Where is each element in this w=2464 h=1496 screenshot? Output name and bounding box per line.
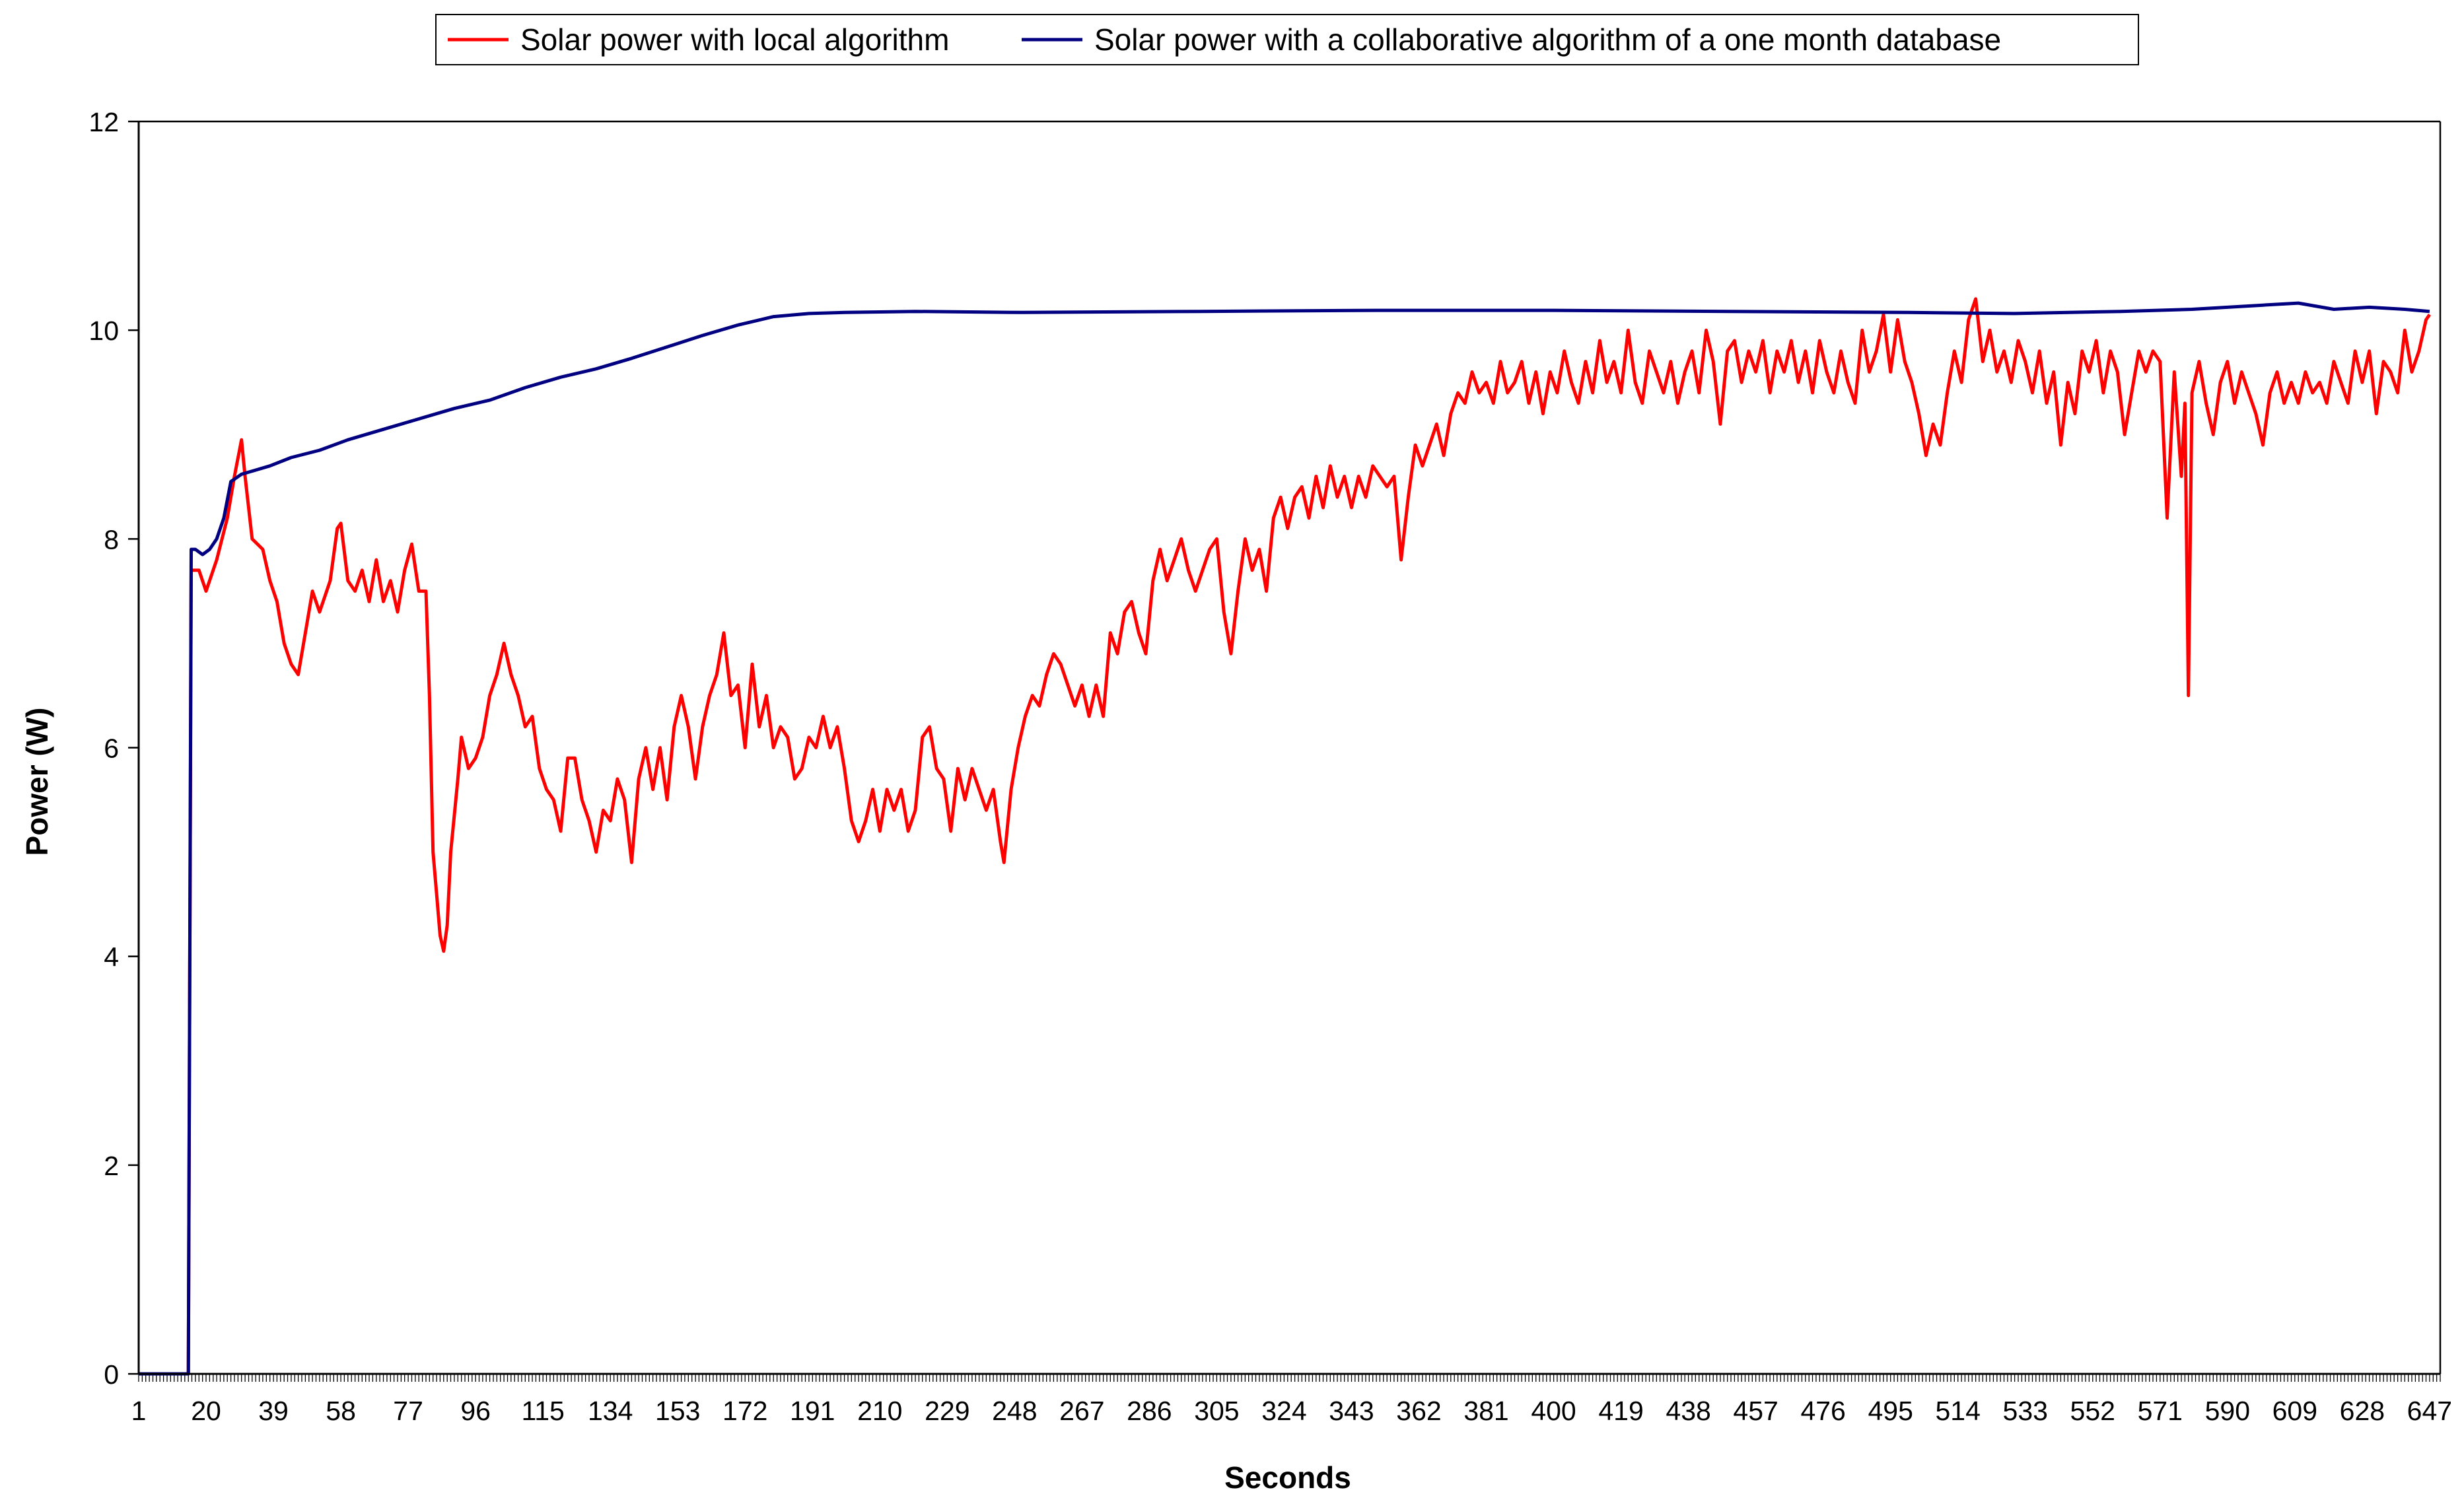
y-tick-label-3: 6 (104, 733, 119, 764)
axis-ticks: 0 2 4 6 8 10 12 1 20 39 58 77 96 115 134 153 172 191 210 22… (88, 107, 2452, 1426)
x-tick-label-5: 96 (460, 1396, 491, 1426)
x-tick-label-29: 552 (2070, 1396, 2115, 1426)
x-tick-label-0: 1 (131, 1396, 147, 1426)
x-tick-label-28: 533 (2003, 1396, 2048, 1426)
x-tick-label-30: 571 (2138, 1396, 2183, 1426)
x-tick-label-32: 609 (2272, 1396, 2317, 1426)
x-tick-label-19: 362 (1396, 1396, 1441, 1426)
x-tick-label-2: 39 (258, 1396, 289, 1426)
x-tick-label-6: 115 (521, 1396, 564, 1426)
x-tick-label-17: 324 (1261, 1396, 1306, 1426)
x-tick-label-13: 248 (992, 1396, 1037, 1426)
x-tick-label-1: 20 (191, 1396, 221, 1426)
x-tick-label-16: 305 (1194, 1396, 1239, 1426)
x-tick-label-18: 343 (1329, 1396, 1374, 1426)
y-tick-label-0: 0 (104, 1359, 119, 1390)
x-tick-label-15: 286 (1127, 1396, 1172, 1426)
x-tick-label-12: 229 (925, 1396, 969, 1426)
x-tick-label-8: 153 (655, 1396, 700, 1426)
x-tick-label-20: 381 (1463, 1396, 1508, 1426)
x-tick-label-34: 647 (2407, 1396, 2452, 1426)
legend-label-collaborative: Solar power with a collaborative algorit… (1094, 22, 2001, 57)
x-tick-label-21: 400 (1531, 1396, 1576, 1426)
y-tick-label-6: 12 (88, 107, 119, 137)
x-tick-label-33: 628 (2340, 1396, 2385, 1426)
y-tick-label-5: 10 (88, 316, 119, 346)
x-tick-label-3: 58 (326, 1396, 356, 1426)
series-layer (139, 297, 2431, 1376)
x-tick-label-25: 476 (1800, 1396, 1845, 1426)
y-tick-label-4: 8 (104, 524, 119, 555)
x-tick-label-14: 267 (1059, 1396, 1104, 1426)
x-tick-label-10: 191 (790, 1396, 835, 1426)
x-tick-label-11: 210 (857, 1396, 902, 1426)
x-tick-label-27: 514 (1935, 1396, 1980, 1426)
x-axis-title: Seconds (1224, 1460, 1351, 1495)
series-line-local (139, 297, 2431, 1376)
x-tick-label-7: 134 (588, 1396, 633, 1426)
x-tick-label-4: 77 (393, 1396, 423, 1426)
legend: Solar power with local algorithm Solar p… (435, 14, 2139, 65)
y-tick-label-2: 4 (104, 942, 119, 972)
x-tick-label-24: 457 (1733, 1396, 1778, 1426)
y-tick-label-1: 2 (104, 1151, 119, 1181)
legend-box (435, 14, 2139, 65)
x-minor-ticks (138, 1374, 2441, 1382)
x-tick-label-26: 495 (1868, 1396, 1913, 1426)
x-tick-label-23: 438 (1666, 1396, 1710, 1426)
axes (137, 120, 2442, 1375)
y-axis-title: Power (W) (20, 708, 54, 856)
x-tick-label-31: 590 (2205, 1396, 2250, 1426)
series-line-collaborative (139, 301, 2430, 1376)
legend-label-local: Solar power with local algorithm (520, 22, 949, 57)
x-tick-label-22: 419 (1598, 1396, 1643, 1426)
x-tick-label-9: 172 (722, 1396, 767, 1426)
